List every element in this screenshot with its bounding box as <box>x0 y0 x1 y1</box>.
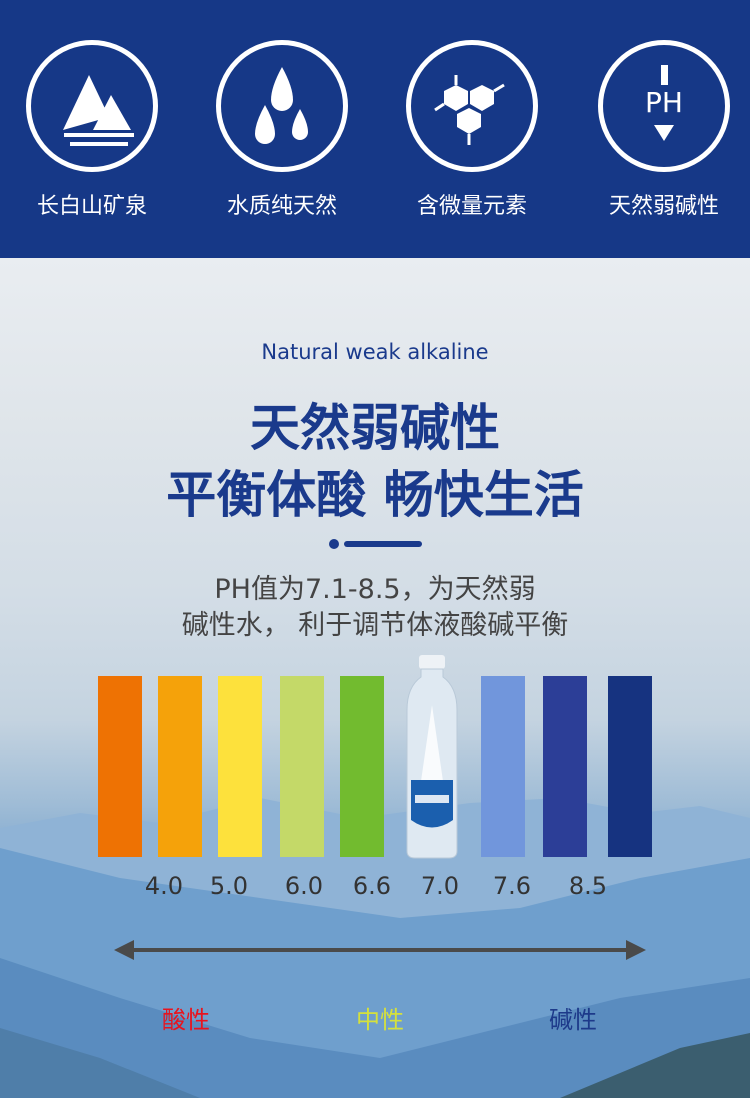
divider-decoration <box>329 539 422 549</box>
ph-scale-arrow <box>114 940 646 960</box>
ph-color-bar <box>340 676 384 857</box>
ph-color-bar <box>280 676 324 857</box>
ph-tick-label: 7.0 <box>420 872 460 900</box>
ph-tick-label: 6.6 <box>352 872 392 900</box>
water-drops-icon <box>255 67 308 144</box>
water-bottle-image <box>406 655 458 859</box>
mountain-icon <box>63 75 134 146</box>
mountain-illustration <box>0 798 750 1098</box>
ph-icon: PH <box>645 65 683 141</box>
ph-tick-label: 7.6 <box>492 872 532 900</box>
zone-neutral: 中性 <box>356 1006 404 1034</box>
ph-color-bar <box>158 676 202 857</box>
ph-tick-label: 5.0 <box>209 872 249 900</box>
zone-alkaline: 碱性 <box>549 1006 597 1034</box>
feature-banner: 长白山矿泉 水质纯天然 含微量元素 PH 天然弱碱性 <box>0 0 750 258</box>
desc-line1: PH值为7.1-8.5，为天然弱 <box>214 574 536 605</box>
zone-acidic: 酸性 <box>162 1006 210 1034</box>
feature-ph: PH 天然弱碱性 <box>594 40 734 220</box>
feature-minerals: 含微量元素 <box>402 40 542 220</box>
ph-color-bar <box>543 676 587 857</box>
title-line1: 天然弱碱性 <box>250 399 500 457</box>
svg-text:PH: PH <box>645 86 683 119</box>
subtitle-en: Natural weak alkaline <box>261 340 489 364</box>
feature-water: 水质纯天然 <box>212 40 352 220</box>
ph-color-bar <box>481 676 525 857</box>
ph-color-bar <box>608 676 652 857</box>
ph-tick-label: 6.0 <box>284 872 324 900</box>
ph-tick-label: 8.5 <box>568 872 608 900</box>
title-line2: 平衡体酸 畅快生活 <box>166 466 584 524</box>
ph-tick-label: 4.0 <box>144 872 184 900</box>
molecule-icon <box>434 75 505 145</box>
desc-line2: 碱性水， 利于调节体液酸碱平衡 <box>181 610 569 641</box>
feature-mountain: 长白山矿泉 <box>22 40 162 220</box>
ph-color-bar <box>218 676 262 857</box>
ph-color-bar <box>98 676 142 857</box>
